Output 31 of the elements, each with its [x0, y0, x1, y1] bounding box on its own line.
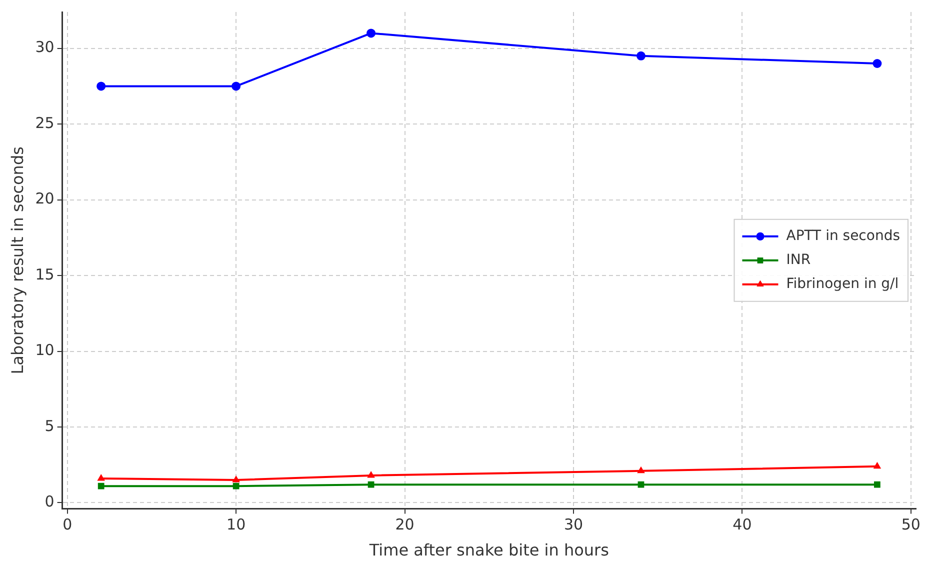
- x-axis-title: Time after snake bite in hours: [368, 540, 609, 560]
- x-tick-label: 0: [62, 516, 72, 534]
- y-tick-label: 15: [35, 265, 54, 284]
- point: [366, 28, 376, 38]
- x-tick-label: 10: [226, 516, 246, 534]
- x-tick-label: 20: [395, 516, 414, 534]
- point: [872, 59, 882, 68]
- point: [367, 470, 375, 478]
- y-tick-label: 0: [44, 492, 54, 511]
- x-tick-label: 50: [901, 516, 920, 534]
- y-tick-label: 30: [35, 38, 54, 56]
- y-tick-label: 5: [44, 416, 54, 435]
- point: [96, 82, 106, 91]
- legend-label: Fibrinogen in g/l: [786, 276, 899, 292]
- point: [637, 466, 645, 474]
- legend-label: INR: [786, 252, 811, 268]
- y-tick-label: 25: [35, 114, 54, 132]
- point: [97, 474, 105, 481]
- x-tick-label: 30: [564, 516, 584, 534]
- point: [98, 482, 104, 490]
- point: [232, 482, 240, 490]
- point: [873, 462, 882, 469]
- point: [232, 476, 240, 482]
- y-axis-title: Laboratory result in seconds: [8, 146, 27, 374]
- point: [232, 82, 241, 91]
- point: [874, 481, 880, 488]
- point: [636, 51, 646, 60]
- y-tick-label: 20: [35, 190, 54, 208]
- legend-label: APTT in seconds: [786, 228, 900, 244]
- y-tick-label: 10: [35, 341, 54, 360]
- x-tick-label: 40: [732, 516, 752, 534]
